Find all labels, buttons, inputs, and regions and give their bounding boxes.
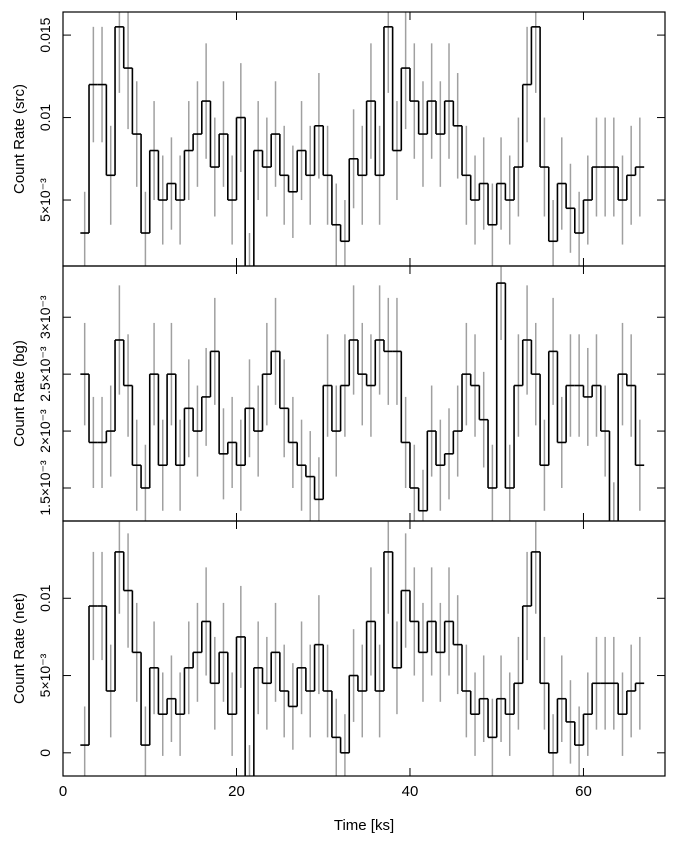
y-tick-label: 0.015 xyxy=(37,17,53,52)
panel-frame xyxy=(62,520,666,777)
x-tick-label: 40 xyxy=(402,783,419,800)
y-tick-label: 0 xyxy=(37,749,53,757)
y-tick-label: 3×10⁻³ xyxy=(37,295,53,339)
plot-area xyxy=(80,12,645,266)
x-tick-label: 20 xyxy=(228,783,245,800)
y-tick-label: 5×10⁻³ xyxy=(37,178,53,222)
y-tick-label: 5×10⁻³ xyxy=(37,653,53,697)
y-tick-label: 0.01 xyxy=(37,104,53,131)
y-tick-label: 2.5×10⁻³ xyxy=(37,346,53,402)
y-axis-label: Count Rate (net) xyxy=(11,593,28,704)
y-tick-label: 0.01 xyxy=(37,584,53,611)
x-tick-label: 0 xyxy=(59,783,67,800)
x-tick-label: 60 xyxy=(575,783,592,800)
y-tick-label: 1.5×10⁻³ xyxy=(37,460,53,516)
x-axis-label: Time [ks] xyxy=(334,817,394,834)
y-axis-label: Count Rate (bg) xyxy=(11,340,28,447)
plot-area xyxy=(80,521,645,776)
plot-area xyxy=(80,266,645,521)
y-axis-label: Count Rate (src) xyxy=(11,84,28,194)
y-tick-label: 2×10⁻³ xyxy=(37,409,53,453)
panel-frame xyxy=(62,265,666,522)
